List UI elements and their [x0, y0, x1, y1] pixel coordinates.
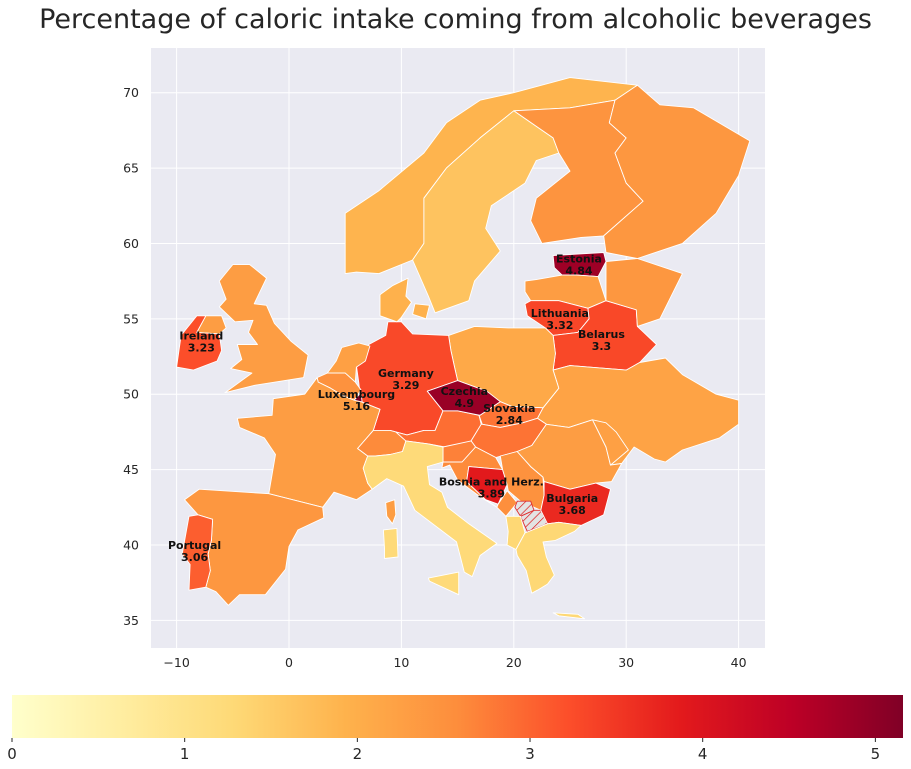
country-label-name: Ireland — [179, 329, 223, 342]
country-sardinia — [382, 527, 399, 559]
country-italy — [362, 440, 498, 578]
country-russia-nw — [603, 84, 751, 259]
country-uk — [218, 264, 309, 394]
y-tick-label: 40 — [123, 537, 139, 552]
country-label-value: 3.3 — [592, 340, 612, 353]
country-russia-south — [605, 258, 683, 327]
country-sicily — [427, 571, 460, 596]
country-label-value: 3.89 — [478, 488, 505, 501]
x-tick-label: 30 — [618, 655, 634, 670]
x-tick-label: 40 — [731, 655, 747, 670]
country-montenegro — [496, 490, 518, 517]
colorbar-tick-label: 1 — [180, 745, 190, 763]
colorbar-ticks: 0 1 2 3 4 5 — [7, 738, 880, 763]
country-denmark-island — [412, 303, 430, 320]
y-tick-label: 50 — [123, 387, 139, 402]
country-ireland — [176, 315, 223, 371]
country-label-name: Luxembourg — [318, 388, 395, 401]
country-label-value: 3.29 — [392, 379, 419, 392]
x-tick-label: −10 — [163, 655, 189, 670]
country-denmark — [379, 277, 412, 323]
country-label-value: 4.84 — [565, 265, 592, 278]
x-tick-label: 20 — [506, 655, 522, 670]
country-label-value: 2.84 — [496, 414, 523, 427]
x-tick-label: 10 — [393, 655, 409, 670]
country-greece — [515, 521, 582, 594]
country-label-name: Estonia — [556, 253, 602, 266]
country-label-name: Germany — [378, 367, 434, 380]
country-label-name: Bosnia and Herz. — [439, 476, 544, 489]
country-label-value: 4.9 — [455, 397, 475, 410]
y-tick-label: 45 — [123, 462, 139, 477]
country-sweden — [412, 110, 560, 314]
axis-tick-labels: −10 0 10 20 30 40 35 40 45 50 55 60 65 70 — [123, 85, 747, 670]
country-label-value: 3.68 — [559, 504, 586, 517]
country-crete — [552, 612, 586, 620]
country-kosovo-nodata — [514, 500, 535, 517]
country-label-value: 3.23 — [188, 341, 215, 354]
country-label-name: Slovakia — [483, 402, 535, 415]
country-portugal — [181, 514, 214, 591]
country-label-name: Lithuania — [531, 307, 589, 320]
colorbar — [12, 695, 903, 738]
colorbar-tick-label: 3 — [525, 745, 535, 763]
country-moldova — [592, 419, 629, 466]
country-label-value: 5.16 — [343, 400, 370, 413]
country-label-name: Czechia — [441, 385, 488, 398]
country-label-value: 3.06 — [181, 551, 208, 564]
colorbar-tick-label: 5 — [871, 745, 881, 763]
country-shapes — [176, 77, 751, 620]
country-label-name: Belarus — [578, 328, 625, 341]
x-tick-label: 0 — [285, 655, 293, 670]
country-label-value: 3.32 — [546, 319, 573, 332]
y-tick-label: 65 — [123, 161, 139, 176]
country-corsica — [385, 499, 397, 525]
country-label-name: Bulgaria — [546, 492, 598, 505]
country-romania — [516, 419, 623, 490]
colorbar-tick-label: 0 — [7, 745, 17, 763]
y-tick-label: 35 — [123, 613, 139, 628]
map-title: Percentage of caloric intake coming from… — [39, 4, 872, 35]
colorbar-tick-label: 2 — [353, 745, 363, 763]
colorbar-tick-label: 4 — [698, 745, 708, 763]
y-tick-label: 60 — [123, 236, 139, 251]
country-label-name: Portugal — [168, 539, 221, 552]
y-tick-label: 70 — [123, 85, 139, 100]
y-tick-label: 55 — [123, 311, 139, 326]
